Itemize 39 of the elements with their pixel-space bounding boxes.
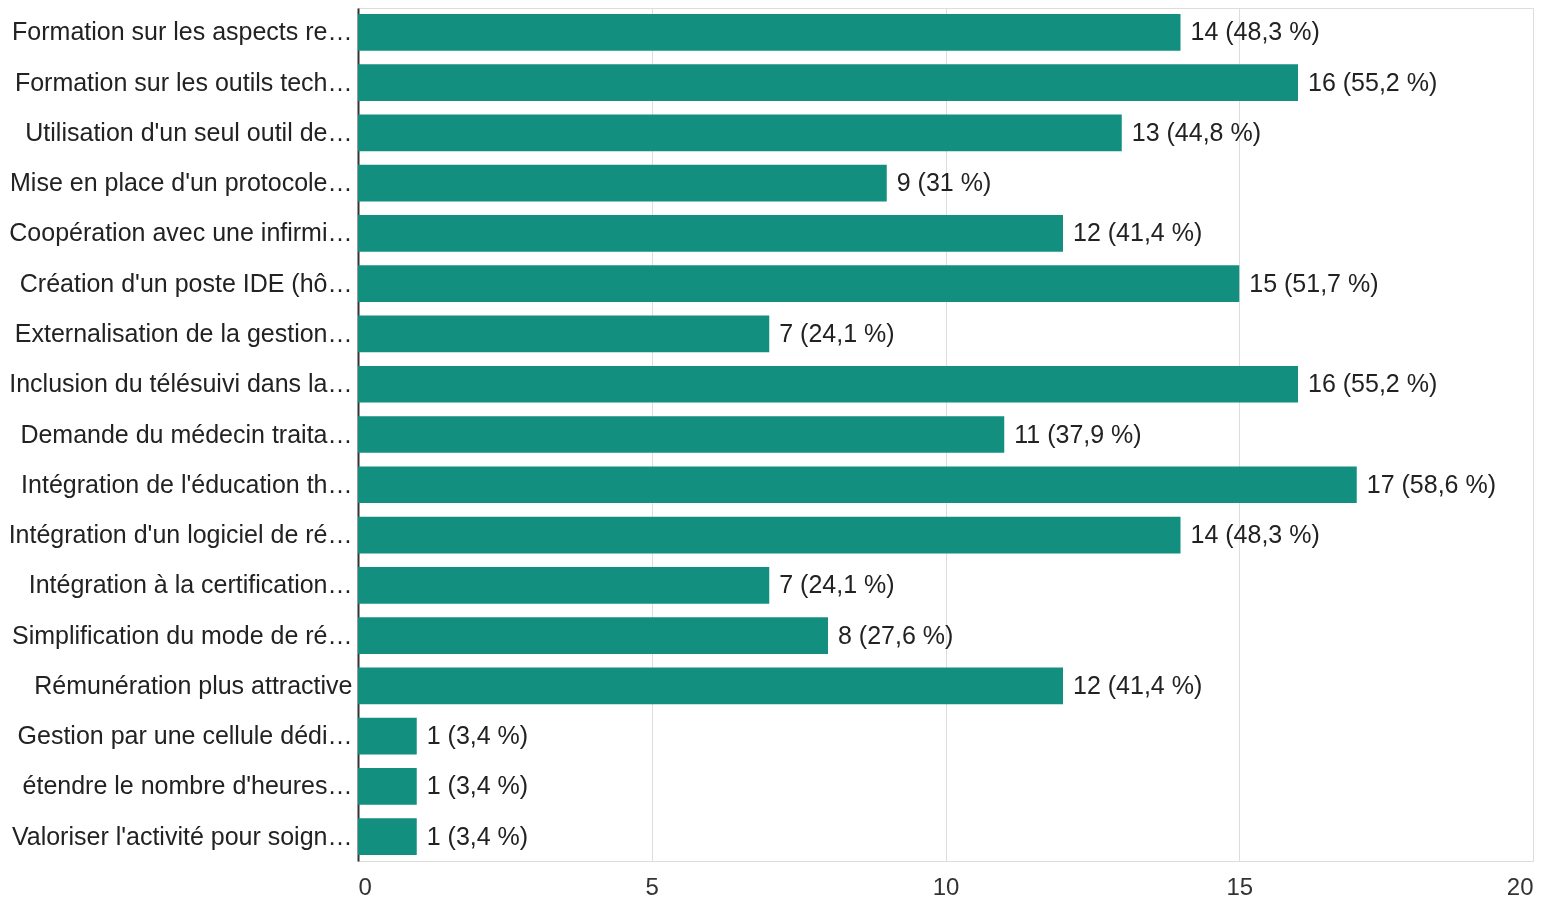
data-label: 7 (24,1 %) <box>779 318 895 347</box>
data-label: 13 (44,8 %) <box>1131 117 1261 146</box>
y-tick-label: Externalisation de la gestion… <box>14 318 353 347</box>
data-label: 15 (51,7 %) <box>1249 268 1379 297</box>
data-label: 7 (24,1 %) <box>779 570 895 599</box>
data-label: 12 (41,4 %) <box>1073 218 1203 247</box>
data-label: 1 (3,4 %) <box>426 721 529 750</box>
y-tick-label: Simplification du mode de ré… <box>12 620 353 649</box>
data-label: 1 (3,4 %) <box>426 821 529 850</box>
data-label: 17 (58,6 %) <box>1366 469 1496 498</box>
y-tick-label: Valoriser l'activité pour soign… <box>11 821 353 850</box>
y-tick-label: Formation sur les aspects re… <box>12 17 353 46</box>
y-tick-label: Intégration à la certification… <box>28 570 353 599</box>
data-label: 12 (41,4 %) <box>1073 670 1203 699</box>
data-label: 9 (31 %) <box>896 168 992 197</box>
data-label: 16 (55,2 %) <box>1308 369 1438 398</box>
x-tick-label: 15 <box>1226 872 1254 900</box>
data-label: 14 (48,3 %) <box>1190 17 1320 46</box>
data-label: 16 (55,2 %) <box>1308 67 1438 96</box>
x-tick-label: 20 <box>1506 872 1534 900</box>
y-tick-label: Coopération avec une infirmi… <box>9 218 353 247</box>
y-tick-label: Mise en place d'un protocole… <box>10 168 353 197</box>
y-tick-label: Formation sur les outils tech… <box>14 67 353 96</box>
y-tick-label: Intégration de l'éducation th… <box>21 469 353 498</box>
x-tick-label: 10 <box>932 872 960 900</box>
y-tick-label: étendre le nombre d'heures… <box>22 771 353 800</box>
data-label: 11 (37,9 %) <box>1014 419 1142 448</box>
y-tick-label: Inclusion du télésuivi dans la… <box>9 369 353 398</box>
x-tick-label: 0 <box>358 872 372 900</box>
data-label: 8 (27,6 %) <box>838 620 954 649</box>
y-tick-label: Création d'un poste IDE (hô… <box>19 268 353 297</box>
y-tick-label: Utilisation d'un seul outil de… <box>25 117 353 146</box>
y-tick-label: Gestion par une cellule dédi… <box>17 721 353 750</box>
y-tick-label: Demande du médecin traita… <box>20 419 353 448</box>
x-tick-label: 5 <box>645 872 659 900</box>
data-label: 1 (3,4 %) <box>426 771 529 800</box>
y-tick-label: Intégration d'un logiciel de ré… <box>8 520 353 549</box>
y-tick-label: Rémunération plus attractive <box>34 670 353 699</box>
data-label: 14 (48,3 %) <box>1190 520 1320 549</box>
